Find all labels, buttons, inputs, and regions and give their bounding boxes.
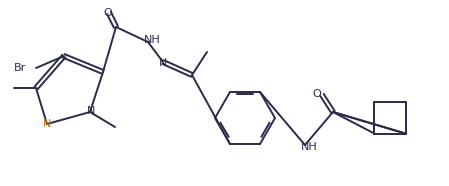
Text: O: O [104, 8, 112, 18]
Text: NH: NH [301, 142, 317, 152]
Text: N: N [43, 119, 51, 129]
Text: NH: NH [144, 35, 160, 45]
Text: Br: Br [14, 63, 26, 73]
Text: N: N [159, 58, 167, 68]
Text: O: O [313, 89, 321, 99]
Text: N: N [87, 106, 95, 116]
